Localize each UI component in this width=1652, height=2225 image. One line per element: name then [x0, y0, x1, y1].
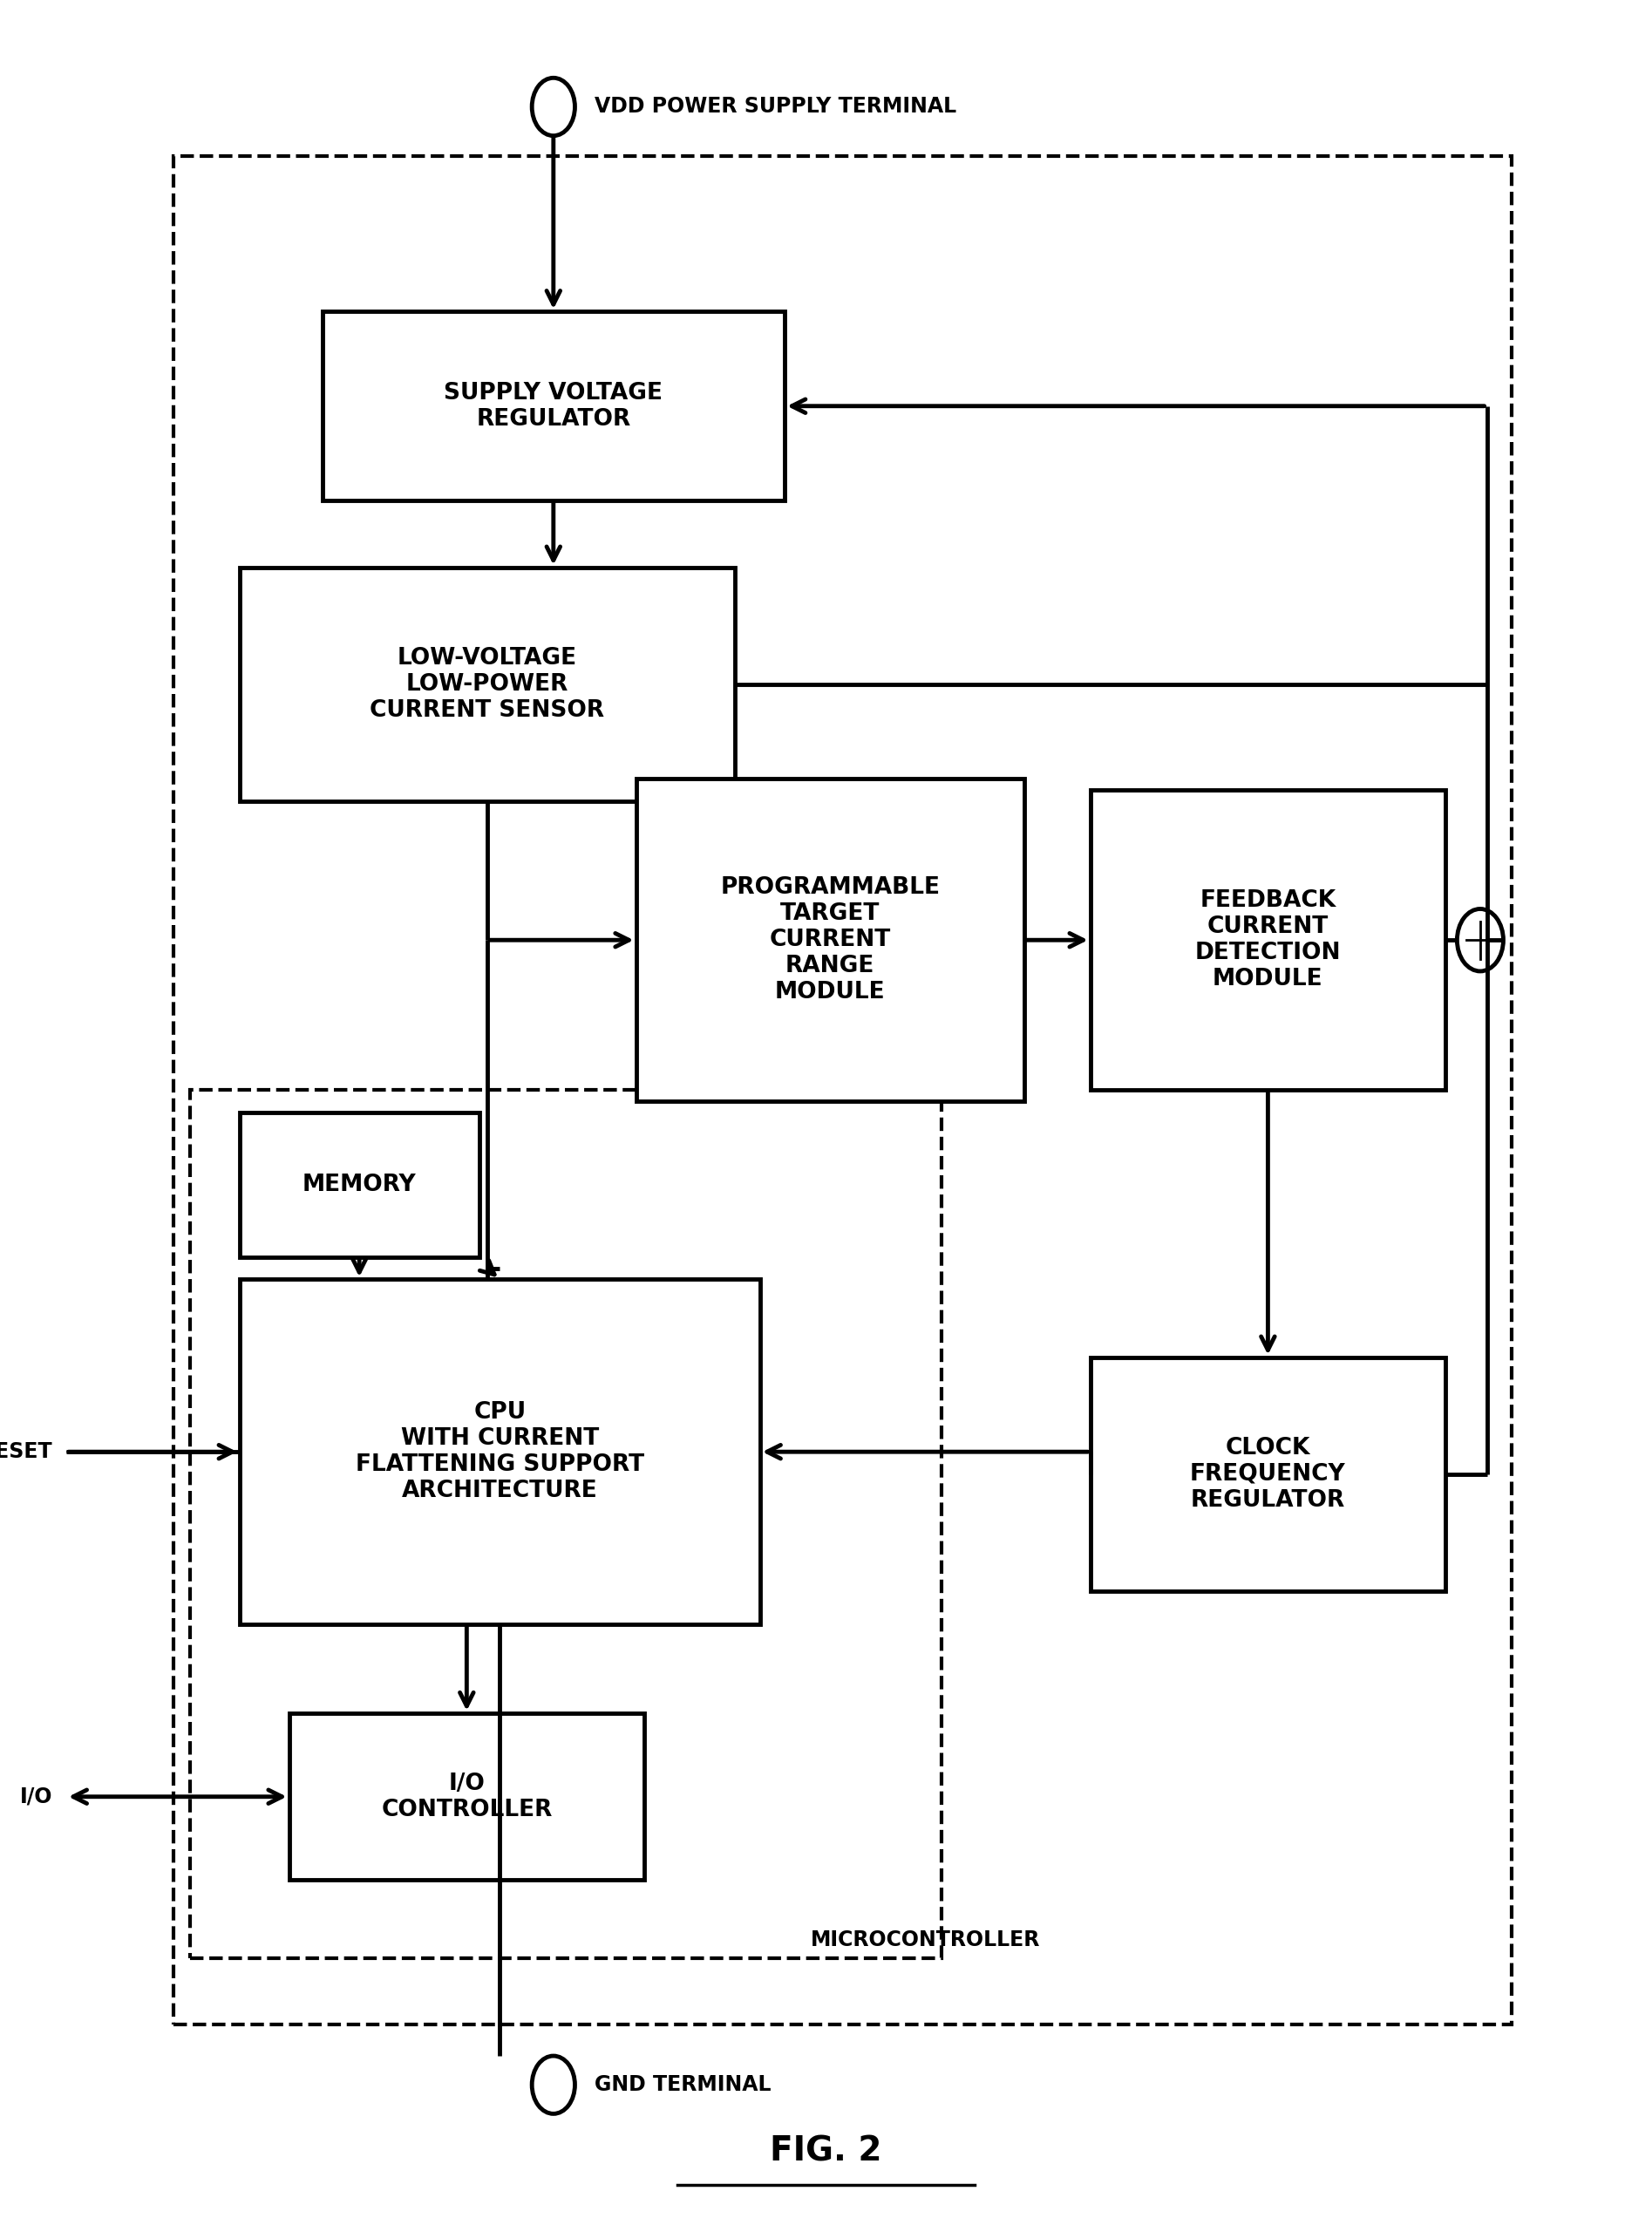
Bar	[190, 1090, 942, 1958]
Text: RESET: RESET	[0, 1442, 53, 1462]
Bar	[240, 1112, 479, 1257]
Text: CLOCK
FREQUENCY
REGULATOR: CLOCK FREQUENCY REGULATOR	[1189, 1437, 1346, 1511]
Bar	[636, 779, 1024, 1101]
Bar	[289, 1713, 644, 1880]
Text: SUPPLY VOLTAGE
REGULATOR: SUPPLY VOLTAGE REGULATOR	[444, 383, 662, 429]
Bar	[1090, 1357, 1446, 1591]
Bar	[1090, 790, 1446, 1090]
Bar	[240, 1279, 760, 1624]
Text: MEMORY: MEMORY	[302, 1173, 416, 1197]
Text: MICROCONTROLLER: MICROCONTROLLER	[811, 1929, 1039, 1951]
Bar	[322, 312, 785, 501]
Text: GND TERMINAL: GND TERMINAL	[595, 2074, 771, 2096]
Text: I/O: I/O	[20, 1787, 53, 1807]
Text: LOW-VOLTAGE
LOW-POWER
CURRENT SENSOR: LOW-VOLTAGE LOW-POWER CURRENT SENSOR	[370, 647, 605, 721]
Text: PROGRAMMABLE
TARGET
CURRENT
RANGE
MODULE: PROGRAMMABLE TARGET CURRENT RANGE MODULE	[720, 877, 940, 1003]
Bar	[240, 567, 735, 801]
Text: FIG. 2: FIG. 2	[770, 2136, 882, 2167]
Bar	[173, 156, 1512, 2025]
Text: I/O
CONTROLLER: I/O CONTROLLER	[382, 1773, 552, 1820]
Text: CPU
WITH CURRENT
FLATTENING SUPPORT
ARCHITECTURE: CPU WITH CURRENT FLATTENING SUPPORT ARCH…	[355, 1402, 644, 1502]
Text: FEEDBACK
CURRENT
DETECTION
MODULE: FEEDBACK CURRENT DETECTION MODULE	[1194, 890, 1341, 990]
Text: VDD POWER SUPPLY TERMINAL: VDD POWER SUPPLY TERMINAL	[595, 96, 957, 118]
